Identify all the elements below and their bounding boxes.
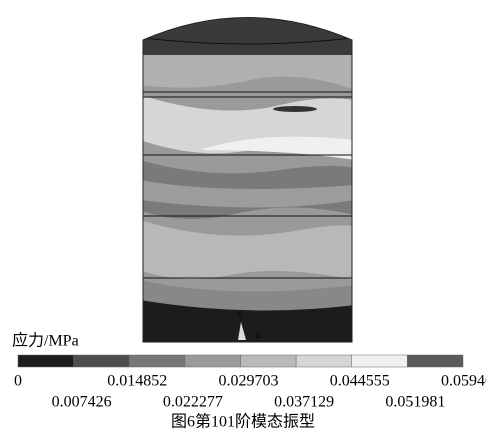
legend-tick-label: 0.022277 <box>163 394 223 411</box>
legend-band <box>407 355 463 367</box>
legend-tick-label: 0.051981 <box>385 394 445 411</box>
legend-band <box>129 355 185 367</box>
legend-tick-label: 0.029703 <box>219 373 279 390</box>
legend-tick-label: 0.037129 <box>274 394 334 411</box>
legend-band <box>18 355 74 367</box>
legend-tick-label: 0.007426 <box>52 394 112 411</box>
figure: Y X 应力/MPa 0 0.007426 0.014852 0.022277 0.02… <box>0 0 486 440</box>
tank-contour <box>140 0 355 345</box>
caption: 图6第101阶模态振型 <box>171 413 315 431</box>
triad-y: Y <box>237 311 243 320</box>
legend-tick-label: 0.044555 <box>330 373 390 390</box>
legend-band <box>352 355 408 367</box>
legend-band <box>185 355 241 367</box>
legend-band <box>74 355 130 367</box>
legend-title: 应力/MPa <box>12 331 79 350</box>
legend-tick-label: 0.014852 <box>107 373 167 390</box>
legend-tick-label: 0 <box>14 373 22 390</box>
triad-x: X <box>255 331 261 340</box>
legend-tick-label: 0.059406 <box>441 373 486 390</box>
legend-band <box>296 355 352 367</box>
legend: 0 0.007426 0.014852 0.022277 0.029703 0.03712… <box>14 355 486 411</box>
legend-band <box>241 355 297 367</box>
